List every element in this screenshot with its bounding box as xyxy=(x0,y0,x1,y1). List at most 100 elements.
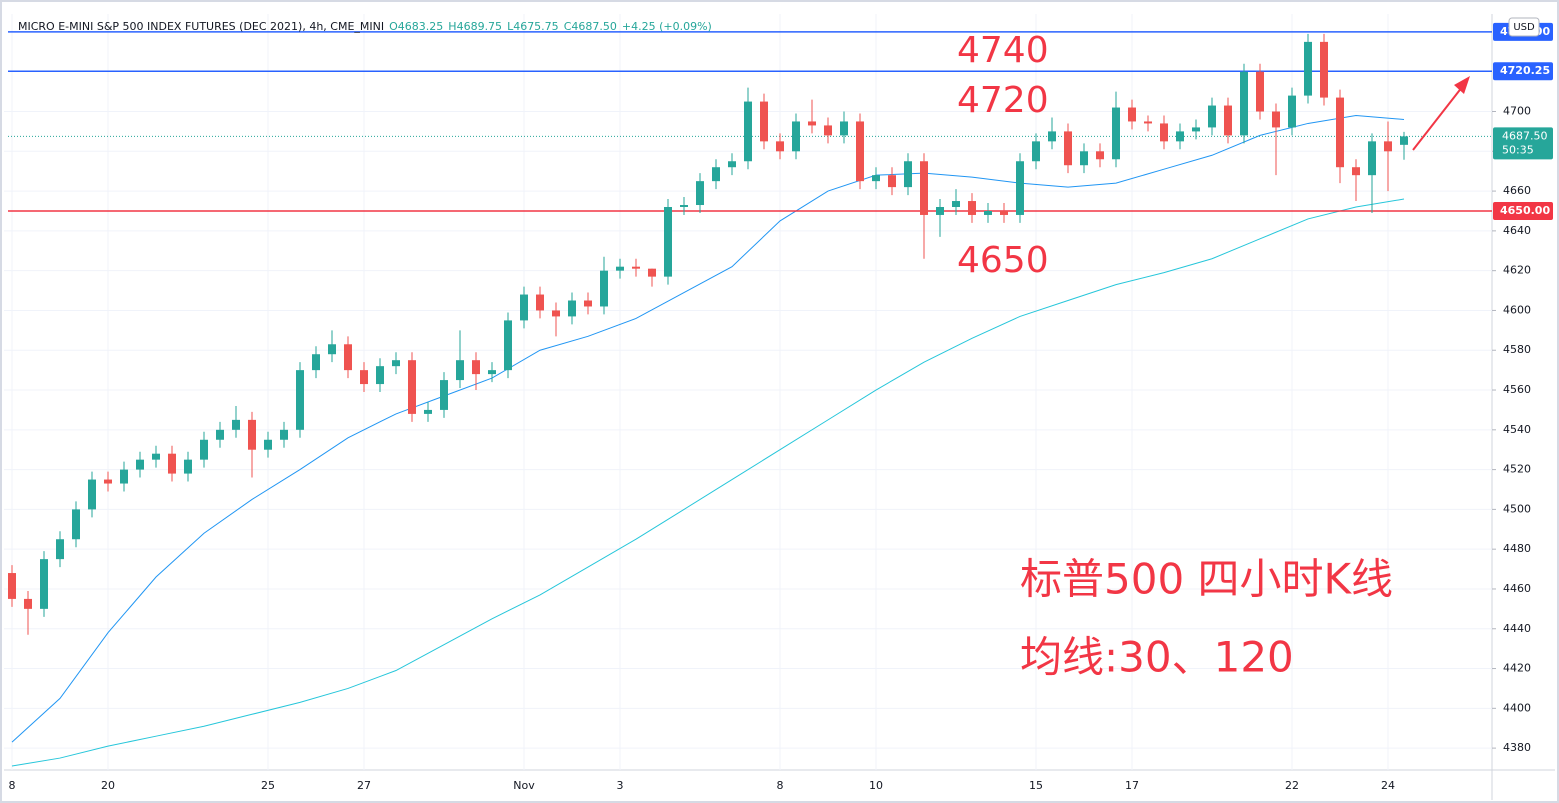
candle-body xyxy=(488,370,496,375)
y-tick-label: 4500 xyxy=(1503,502,1531,515)
arrow-shaft xyxy=(1412,81,1467,151)
candle-body xyxy=(104,479,112,484)
candle-body xyxy=(328,344,336,355)
candle-body xyxy=(1192,127,1200,132)
candle-body xyxy=(264,439,272,450)
arrow-head xyxy=(1454,76,1470,94)
candle-body xyxy=(728,161,736,168)
candle-body xyxy=(648,268,656,277)
candle-body xyxy=(216,429,224,440)
legend-value: H4689.75 xyxy=(448,20,502,33)
candle-body xyxy=(232,419,240,430)
legend-value: +4.25 (+0.09%) xyxy=(622,20,712,33)
price-label-box xyxy=(1493,201,1553,220)
candle-body xyxy=(152,453,160,460)
x-tick-label: 24 xyxy=(1381,779,1395,792)
overlay: 4380 4400 4420 4440 4460 4480 4500 4520 4540 4560… xyxy=(9,17,1553,792)
candle-body xyxy=(600,270,608,307)
x-tick-label: Nov xyxy=(513,779,535,792)
candle-body xyxy=(840,121,848,136)
price-label: 4720.25 xyxy=(1500,64,1550,77)
y-tick-label: 4480 xyxy=(1503,542,1531,555)
candle-body xyxy=(1384,141,1392,152)
candle-body xyxy=(1128,107,1136,122)
x-tick-label: 20 xyxy=(101,779,115,792)
candle-body xyxy=(1208,105,1216,128)
candle-body xyxy=(1288,95,1296,128)
candle-body xyxy=(792,121,800,152)
candle-body xyxy=(808,121,816,126)
candle-body xyxy=(248,419,256,450)
countdown-label: 50:35 xyxy=(1502,143,1534,156)
y-tick-label: 4580 xyxy=(1503,343,1531,356)
y-tick-label: 4660 xyxy=(1503,184,1531,197)
legend-value: O4683.25 xyxy=(389,20,443,33)
x-tick-label: 25 xyxy=(261,779,275,792)
candle-body xyxy=(936,207,944,215)
candle-body xyxy=(1096,151,1104,160)
candle-body xyxy=(568,300,576,317)
candle-body xyxy=(520,294,528,321)
y-tick-label: 4520 xyxy=(1503,463,1531,476)
x-tick-label: 10 xyxy=(869,779,883,792)
last-price-box xyxy=(1493,127,1553,160)
y-tick-label: 4400 xyxy=(1503,701,1531,714)
candle-body xyxy=(1048,131,1056,142)
legend-value: C4687.50 xyxy=(564,20,617,33)
y-tick-label: 4620 xyxy=(1503,264,1531,277)
moving-average xyxy=(11,114,1405,743)
candle-body xyxy=(40,559,48,609)
candle-body xyxy=(1032,141,1040,162)
candle-body xyxy=(536,294,544,311)
candle-body xyxy=(1112,107,1120,160)
candle-body xyxy=(1368,141,1376,176)
candle-body xyxy=(1224,105,1232,136)
candle-body xyxy=(968,201,976,215)
candle-body xyxy=(56,539,64,560)
candle-body xyxy=(1256,71,1264,112)
candle-body xyxy=(1176,131,1184,142)
candle-body xyxy=(696,181,704,206)
candle-body xyxy=(88,479,96,510)
candle-body xyxy=(1080,151,1088,166)
legend: MICRO E-MINI S&P 500 INDEX FUTURES (DEC … xyxy=(18,20,712,33)
y-tick-label: 4440 xyxy=(1503,622,1531,635)
candle-body xyxy=(296,370,304,430)
x-tick-label: 8 xyxy=(9,779,16,792)
y-tick-label: 4600 xyxy=(1503,303,1531,316)
legend-value: L4675.75 xyxy=(507,20,559,33)
last-price-label: 4687.50 xyxy=(1502,129,1548,142)
candle-body xyxy=(360,370,368,385)
candle-body xyxy=(472,360,480,375)
candle-body xyxy=(712,167,720,182)
candle-body xyxy=(120,469,128,484)
candle-body xyxy=(872,175,880,182)
candle-body xyxy=(136,459,144,470)
x-tick-label: 22 xyxy=(1285,779,1299,792)
currency-badge xyxy=(1508,17,1540,37)
candle-body xyxy=(856,121,864,182)
candle-body xyxy=(424,409,432,414)
candle-body xyxy=(1320,41,1328,98)
candle-body xyxy=(312,354,320,371)
y-tick-label: 4540 xyxy=(1503,423,1531,436)
candle-body xyxy=(1016,161,1024,215)
candle-body xyxy=(616,266,624,271)
candle-body xyxy=(504,320,512,371)
moving-average xyxy=(11,198,1405,767)
candle-body xyxy=(1160,123,1168,142)
y-tick-label: 4460 xyxy=(1503,582,1531,595)
candle-body xyxy=(1352,167,1360,176)
candle-body xyxy=(984,210,992,215)
candle-body xyxy=(1144,121,1152,124)
candle-body xyxy=(376,366,384,385)
y-tick-label: 4640 xyxy=(1503,224,1531,237)
annotation: 4650 xyxy=(957,240,1049,281)
annotation: 均线:30、120 xyxy=(1020,633,1294,682)
candle-body xyxy=(440,380,448,410)
candle-body xyxy=(344,344,352,371)
x-tick-label: 15 xyxy=(1029,779,1043,792)
price-label: 4650.00 xyxy=(1500,204,1550,217)
